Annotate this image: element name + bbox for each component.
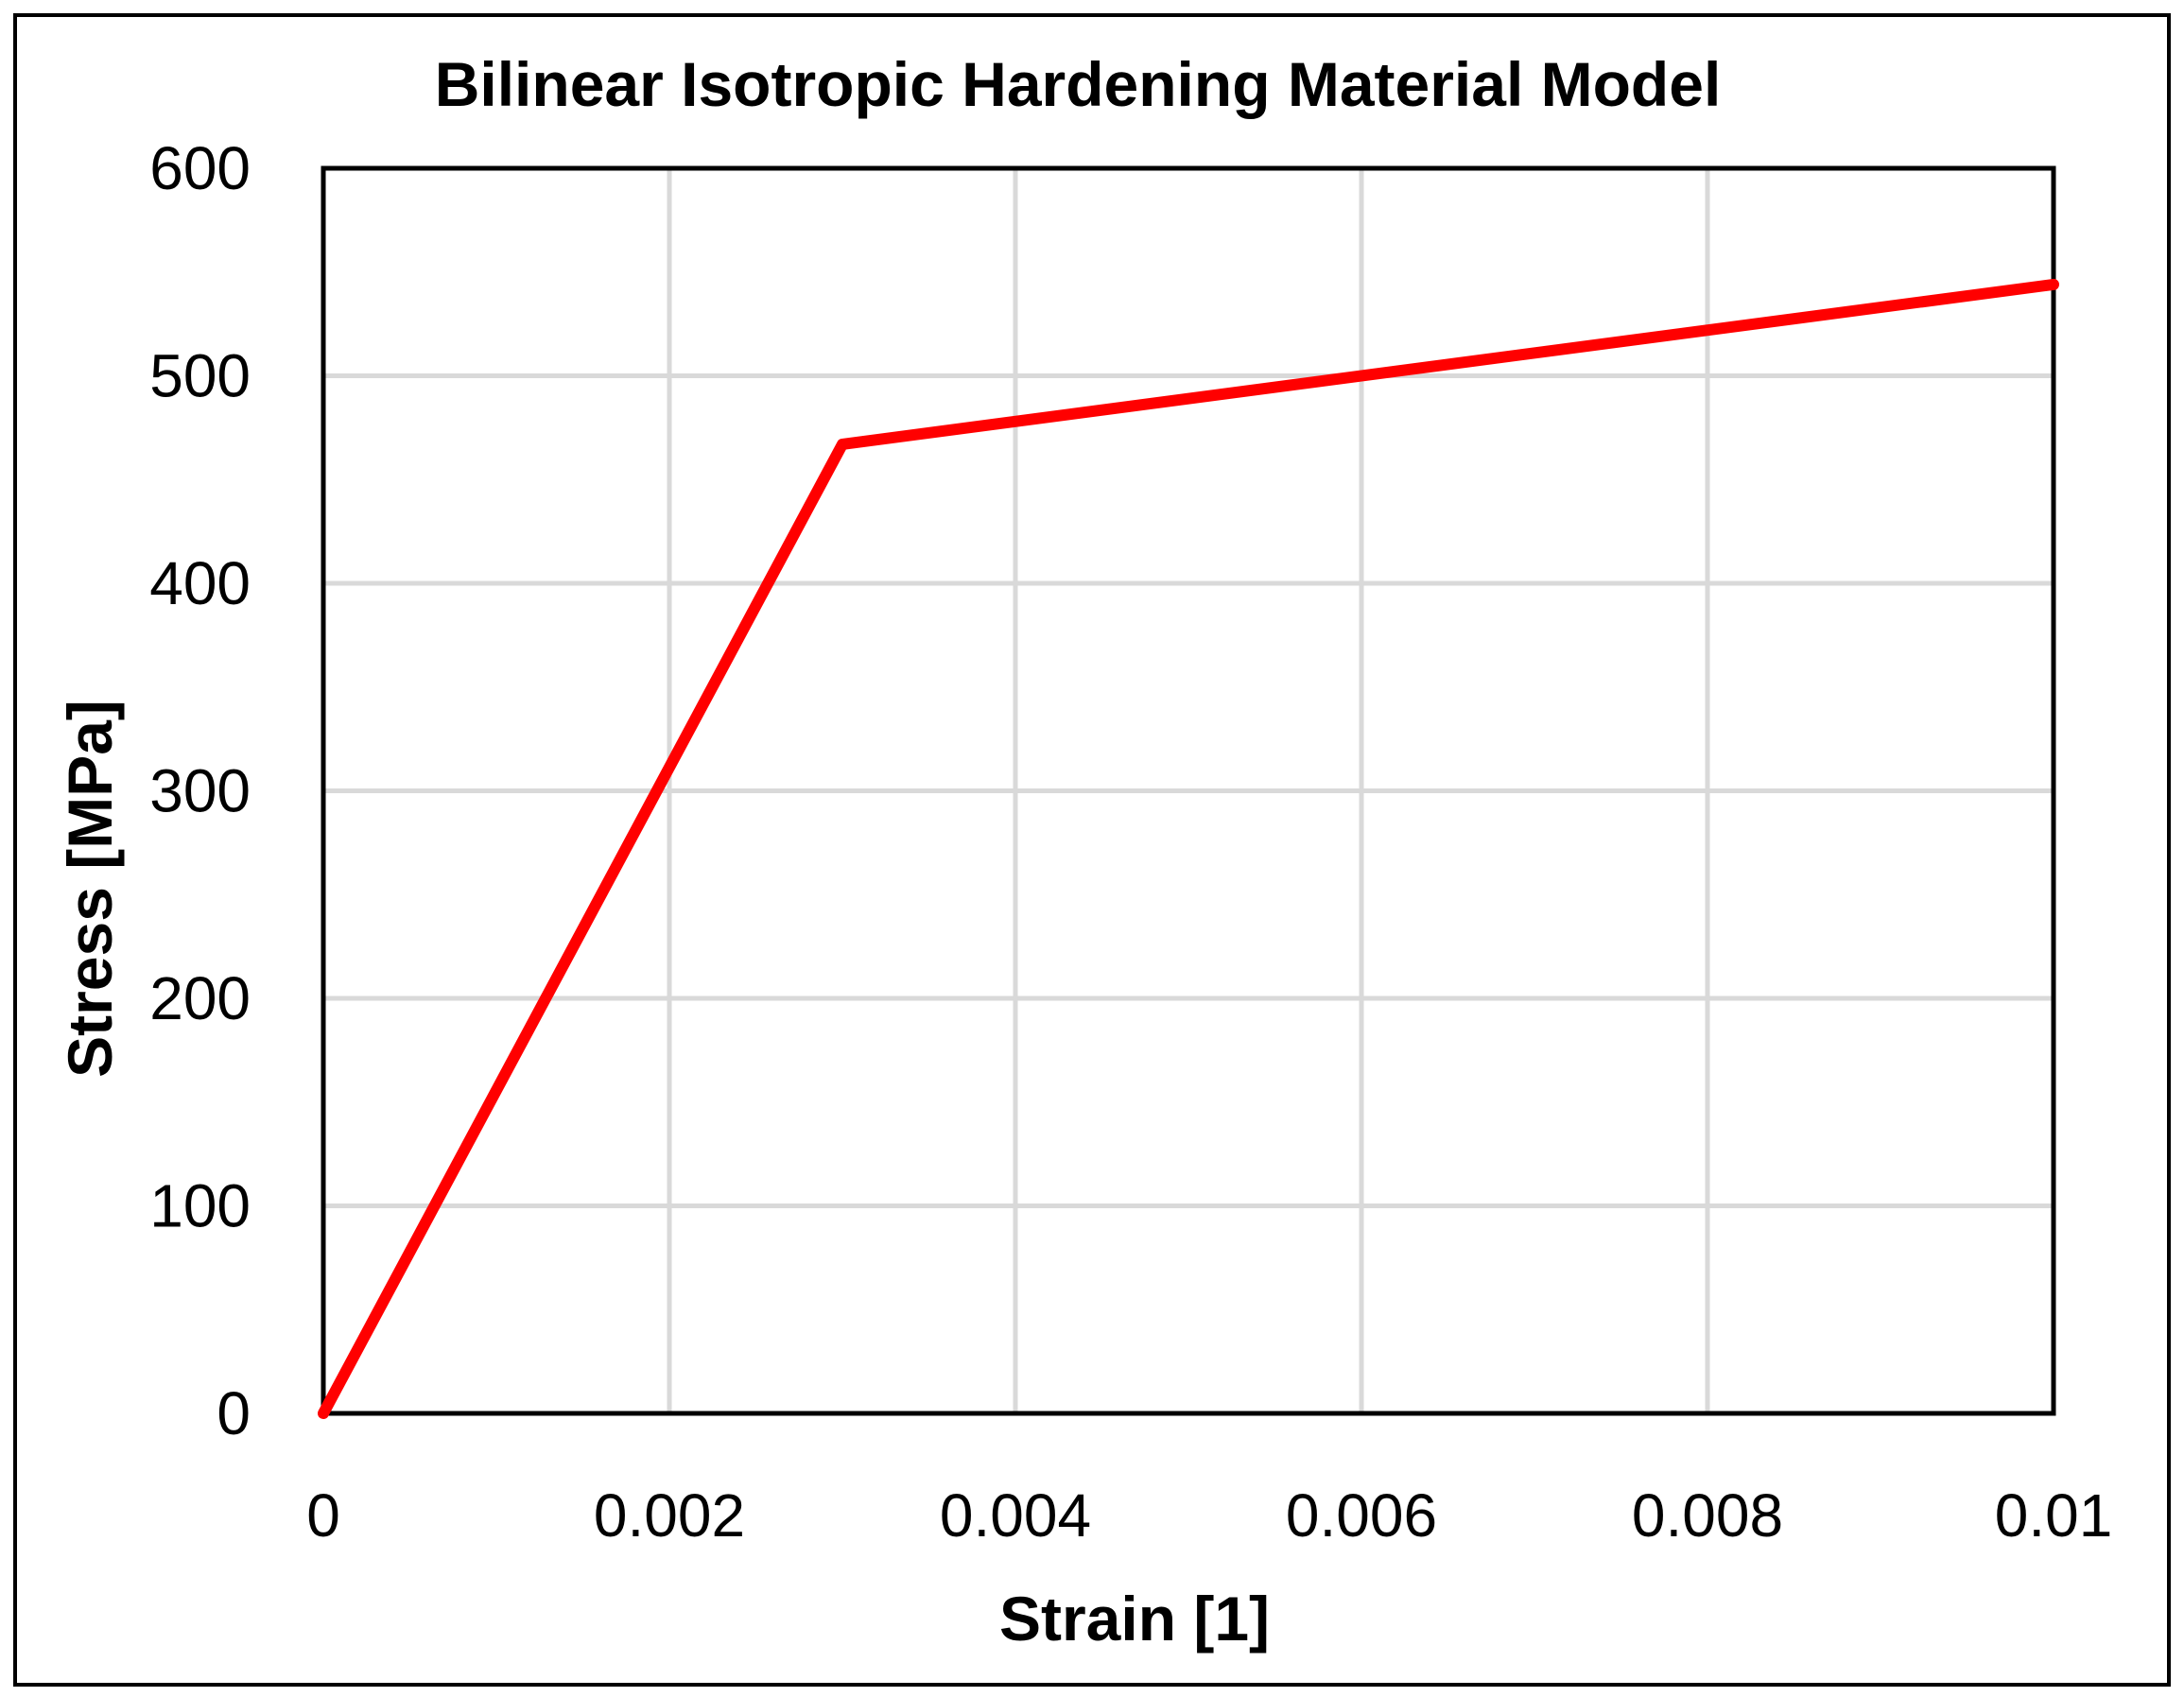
x-tick-label: 0.008: [1632, 1481, 1783, 1550]
grid: [323, 168, 2054, 1413]
y-tick-label: 500: [149, 342, 251, 410]
plot-area-border: [321, 165, 2056, 1416]
chart-title: Bilinear Isotropic Hardening Material Mo…: [435, 49, 1722, 119]
x-tick-label: 0.01: [1995, 1481, 2113, 1550]
chart-frame: [13, 13, 2171, 1687]
x-axis-title: Strain [1]: [999, 1584, 1270, 1654]
y-tick-label: 0: [217, 1379, 251, 1447]
x-tick-label: 0.006: [1286, 1481, 1437, 1550]
y-tick-label: 600: [149, 134, 251, 202]
x-tick-label: 0.002: [594, 1481, 745, 1550]
series-layer: [318, 278, 2059, 1419]
y-tick-label: 400: [149, 549, 251, 617]
y-tick-label: 100: [149, 1172, 251, 1240]
x-tick-label: 0.004: [940, 1481, 1091, 1550]
y-tick-label: 200: [149, 964, 251, 1032]
y-tick-label: 300: [149, 757, 251, 825]
y-axis-title: Stress [MPa]: [55, 700, 125, 1078]
stress-strain-series-line: [318, 278, 2059, 1419]
tick-labels: 0 0.002 0.004 0.006 0.008 0.01 0 100 200 300 400 50…: [149, 134, 2112, 1550]
x-tick-label: 0: [306, 1481, 340, 1550]
